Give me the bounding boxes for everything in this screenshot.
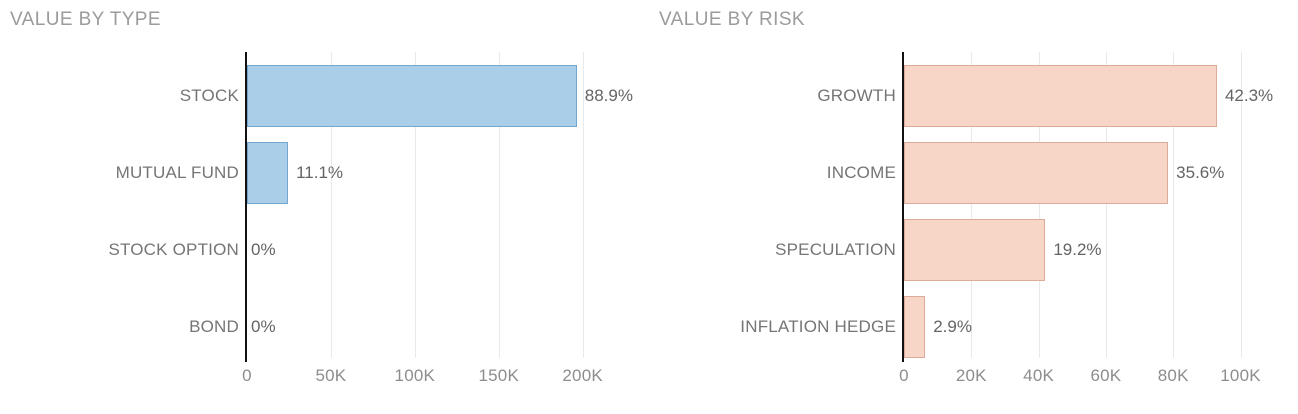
value-by-type-chart: VALUE BY TYPE STOCK 88.9% MUTUAL FUND 11.1%… [0, 9, 649, 388]
gridline [971, 52, 973, 358]
bar-row: STOCK 88.9% [0, 65, 649, 127]
x-axis-tick-label: 0 [899, 366, 909, 385]
bar-row: INFLATION HEDGE 2.9% [649, 296, 1298, 358]
bar-rows: STOCK 88.9% MUTUAL FUND 11.1% STOCK OPTION 0%… [0, 52, 649, 358]
bar [904, 296, 926, 358]
x-axis-tick-label: 60K [1090, 366, 1122, 385]
gridline [1173, 52, 1175, 358]
value-label: 11.1% [296, 163, 344, 182]
bar-rows: GROWTH 42.3% INCOME 35.6% SPECULATION 19.2% IN… [649, 52, 1298, 358]
value-by-type-plot: STOCK 88.9% MUTUAL FUND 11.1% STOCK OPTION 0%… [0, 52, 649, 362]
bar-track: 35.6% [904, 142, 1291, 204]
gridline [330, 52, 332, 358]
x-axis-tick-label: 200K [562, 366, 603, 385]
chart-title-value-by-type: VALUE BY TYPE [10, 9, 161, 30]
category-label: STOCK OPTION [108, 240, 239, 259]
x-axis-tick-label: 80K [1157, 366, 1189, 385]
value-by-risk-plot: GROWTH 42.3% INCOME 35.6% SPECULATION 19.2% IN… [649, 52, 1298, 362]
chart-title-value-by-risk: VALUE BY RISK [659, 9, 806, 30]
bar-track: 11.1% [247, 142, 633, 204]
x-axis-tick-label: 0 [242, 366, 252, 385]
x-axis-tick-label: 50K [315, 366, 347, 385]
x-axis: 0 50K 100K 150K 200K [242, 358, 633, 388]
value-label: 42.3% [1224, 86, 1274, 105]
bar-row: STOCK OPTION 0% [0, 219, 649, 281]
bar-row: GROWTH 42.3% [649, 65, 1298, 127]
x-axis-tick-label: 150K [478, 366, 519, 385]
x-axis-tick-label: 100K [394, 366, 436, 385]
bar-track: 2.9% [904, 296, 1291, 358]
x-axis-tick-label: 100K [1220, 366, 1261, 385]
value-label: 2.9% [933, 317, 972, 336]
plot-area [245, 52, 633, 362]
bar-row: SPECULATION 19.2% [649, 219, 1298, 281]
x-axis-tick-label: 40K [1023, 366, 1055, 385]
bar-row: INCOME 35.6% [649, 142, 1298, 204]
bar [904, 142, 1169, 204]
bar-track: 42.3% [904, 65, 1291, 127]
gridline [1105, 52, 1107, 358]
x-axis-tick-label: 20K [955, 366, 987, 385]
bar [904, 219, 1046, 281]
value-label: 0% [251, 240, 276, 259]
category-label: MUTUAL FUND [115, 163, 239, 182]
value-label: 19.2% [1053, 240, 1102, 259]
bar-row: MUTUAL FUND 11.1% [0, 142, 649, 204]
bar [904, 65, 1217, 127]
bar-row: BOND 0% [0, 296, 649, 358]
plot-area [902, 52, 1291, 362]
bar-track: 88.9% [247, 65, 633, 127]
gridline [498, 52, 500, 358]
bar-track: 0% [247, 296, 633, 358]
category-label: SPECULATION [775, 240, 896, 259]
y-axis-line [902, 52, 904, 362]
x-axis: 0 20K 40K 60K 80K 100K [899, 358, 1291, 388]
value-by-risk-chart: VALUE BY RISK GROWTH 42.3% INCOME 35.6% SPEC… [649, 0, 1298, 414]
category-label: INCOME [826, 163, 896, 182]
gridline [414, 52, 416, 358]
gridline [1038, 52, 1040, 358]
category-label: BOND [189, 317, 239, 336]
value-label: 0% [251, 317, 276, 336]
category-label: INFLATION HEDGE [740, 317, 896, 336]
y-axis-line [245, 52, 247, 362]
bar-track: 19.2% [904, 219, 1291, 281]
bar [247, 142, 289, 204]
category-label: STOCK [179, 86, 239, 105]
value-label: 88.9% [584, 86, 633, 105]
bar [247, 65, 577, 127]
value-label: 35.6% [1176, 163, 1225, 182]
category-label: GROWTH [817, 86, 896, 105]
bar-track: 0% [247, 219, 633, 281]
gridline [1240, 52, 1242, 358]
gridline [582, 52, 584, 358]
